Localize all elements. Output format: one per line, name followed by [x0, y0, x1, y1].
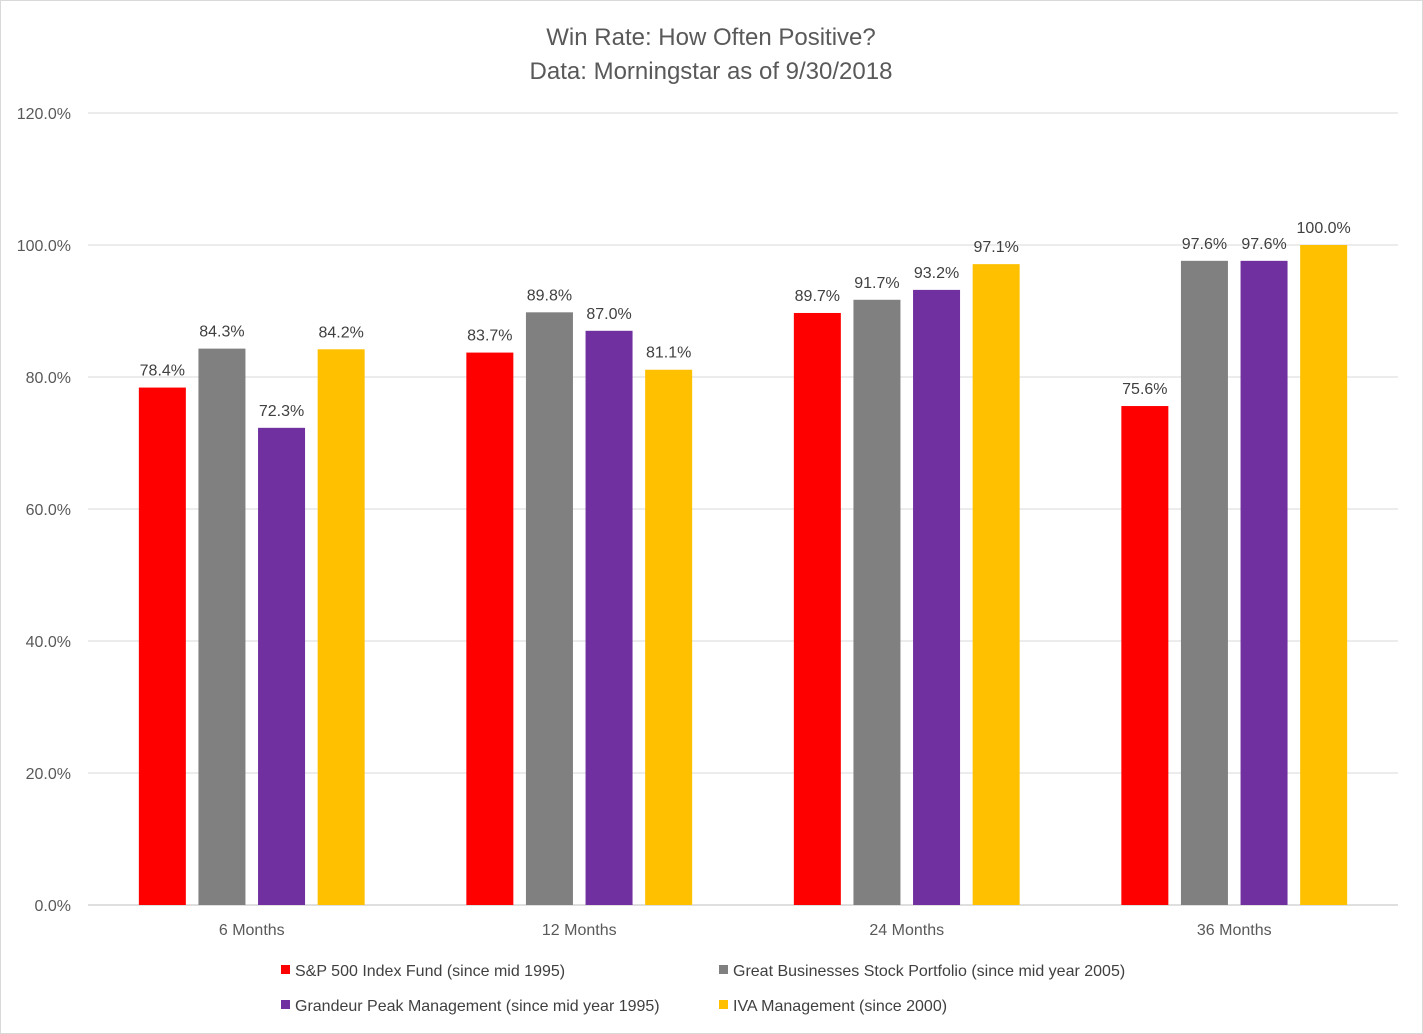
legend-swatch	[719, 965, 728, 974]
bar	[466, 352, 514, 906]
data-labels: 78.4% 84.3% 72.3% 84.2% 83.7% 89.8% 87.0% 81.1%…	[140, 220, 1351, 420]
data-label: 100.0%	[1297, 220, 1351, 237]
data-label: 97.6%	[1241, 236, 1286, 253]
y-tick-label: 40.0%	[26, 634, 71, 651]
bar	[585, 330, 633, 905]
data-label: 72.3%	[259, 403, 304, 420]
y-tick-label: 20.0%	[26, 766, 71, 783]
legend-label: IVA Management (since 2000)	[733, 998, 947, 1015]
bars	[138, 245, 1348, 906]
legend-label: Great Businesses Stock Portfolio (since …	[733, 963, 1125, 980]
bar	[793, 312, 841, 906]
x-category-label: 36 Months	[1197, 922, 1272, 939]
y-tick-label: 0.0%	[35, 898, 71, 915]
bar	[258, 427, 306, 905]
data-label: 89.8%	[527, 287, 572, 304]
data-label: 75.6%	[1122, 381, 1167, 398]
bar	[645, 369, 693, 905]
data-label: 78.4%	[140, 363, 185, 380]
data-label: 83.7%	[467, 328, 512, 345]
x-category-label: 24 Months	[869, 922, 944, 939]
bar	[138, 387, 186, 905]
x-axis-category-labels: 6 Months 12 Months 24 Months 36 Months	[219, 922, 1272, 939]
y-tick-label: 80.0%	[26, 370, 71, 387]
bar	[1180, 260, 1228, 906]
data-label: 89.7%	[795, 288, 840, 305]
data-label: 87.0%	[586, 306, 631, 323]
legend-swatch	[719, 1000, 728, 1009]
bar	[1240, 260, 1288, 906]
data-label: 81.1%	[646, 345, 691, 362]
chart-subtitle: Data: Morningstar as of 9/30/2018	[530, 58, 893, 85]
bar	[972, 264, 1020, 905]
legend-swatch	[281, 1000, 290, 1009]
data-label: 84.3%	[199, 324, 244, 341]
bar	[913, 289, 961, 905]
x-category-label: 12 Months	[542, 922, 617, 939]
gridlines	[88, 112, 1398, 906]
bar	[853, 299, 901, 905]
legend-swatch	[281, 965, 290, 974]
x-category-label: 6 Months	[219, 922, 285, 939]
data-label: 97.1%	[973, 239, 1018, 256]
bar	[525, 312, 573, 905]
data-label: 97.6%	[1182, 236, 1227, 253]
bar	[1300, 245, 1348, 905]
y-tick-label: 100.0%	[17, 238, 71, 255]
bar	[198, 348, 246, 905]
bar	[317, 349, 365, 905]
data-label: 93.2%	[914, 265, 959, 282]
legend-label: S&P 500 Index Fund (since mid 1995)	[295, 963, 565, 980]
y-tick-label: 120.0%	[17, 106, 71, 123]
y-axis-tick-labels: 0.0% 20.0% 40.0% 60.0% 80.0% 100.0% 120.0%	[17, 106, 71, 915]
data-label: 91.7%	[854, 275, 899, 292]
legend-label: Grandeur Peak Management (since mid year…	[295, 998, 660, 1015]
bar	[1121, 406, 1169, 905]
y-tick-label: 60.0%	[26, 502, 71, 519]
legend: S&P 500 Index Fund (since mid 1995) Great…	[281, 963, 1125, 1015]
chart-title: Win Rate: How Often Positive?	[546, 24, 875, 51]
data-label: 84.2%	[318, 324, 363, 341]
